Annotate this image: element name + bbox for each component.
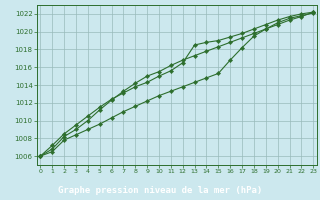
Text: Graphe pression niveau de la mer (hPa): Graphe pression niveau de la mer (hPa) — [58, 186, 262, 195]
